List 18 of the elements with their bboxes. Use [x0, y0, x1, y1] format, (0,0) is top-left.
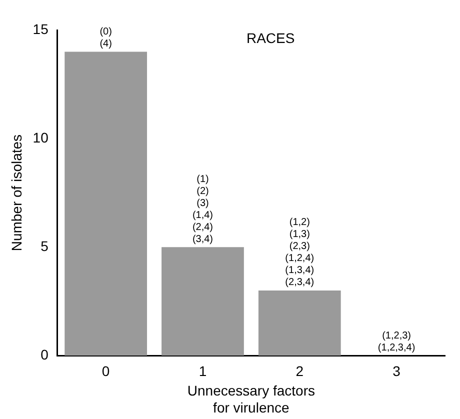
x-axis-title: Unnecessary factors for virulence	[187, 382, 315, 416]
y-axis-title: Number of isolates	[8, 134, 24, 252]
x-tick-label: 3	[392, 362, 401, 379]
bar	[162, 247, 244, 356]
x-tick-label: 1	[198, 362, 207, 379]
y-tick-label: 5	[40, 238, 49, 254]
annotation: (0) (4)	[100, 26, 112, 50]
x-tick-label: 2	[296, 362, 304, 379]
y-tick-label: 10	[32, 129, 49, 146]
bar	[258, 290, 341, 356]
annotation: (1,2) (1,3) (2,3) (1,2,4) (1,3,4) (2,3,4)	[285, 217, 314, 288]
annotation: (1) (2) (3) (1,4) (2,4) (3,4)	[192, 174, 214, 245]
annotation: RACES	[246, 30, 295, 46]
x-tick-label: 0	[102, 362, 110, 379]
y-tick-label: 0	[40, 346, 49, 362]
y-tick-label: 15	[32, 20, 49, 37]
bar	[64, 52, 148, 356]
annotation: (1,2,3) (1,2,3,4)	[378, 330, 416, 354]
